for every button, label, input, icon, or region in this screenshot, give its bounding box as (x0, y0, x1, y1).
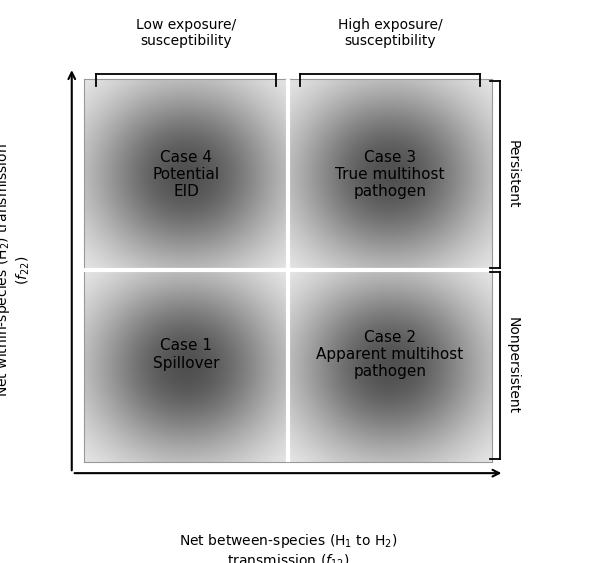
Text: Case 4
Potential
EID: Case 4 Potential EID (152, 150, 220, 199)
Text: Low exposure/
susceptibility: Low exposure/ susceptibility (136, 17, 236, 48)
Text: Net within-species (H$_2$) transmission
($f_{22}$): Net within-species (H$_2$) transmission … (0, 143, 32, 397)
Text: High exposure/
susceptibility: High exposure/ susceptibility (338, 17, 442, 48)
Text: Case 1
Spillover: Case 1 Spillover (153, 338, 219, 370)
Text: Case 2
Apparent multihost
pathogen: Case 2 Apparent multihost pathogen (316, 329, 464, 379)
Text: Net between-species (H$_1$ to H$_2$)
transmission ($f_{12}$): Net between-species (H$_1$ to H$_2$) tra… (179, 532, 397, 563)
Text: Case 3
True multihost
pathogen: Case 3 True multihost pathogen (335, 150, 445, 199)
Text: Nonpersistent: Nonpersistent (506, 318, 520, 414)
Text: Persistent: Persistent (506, 140, 520, 209)
